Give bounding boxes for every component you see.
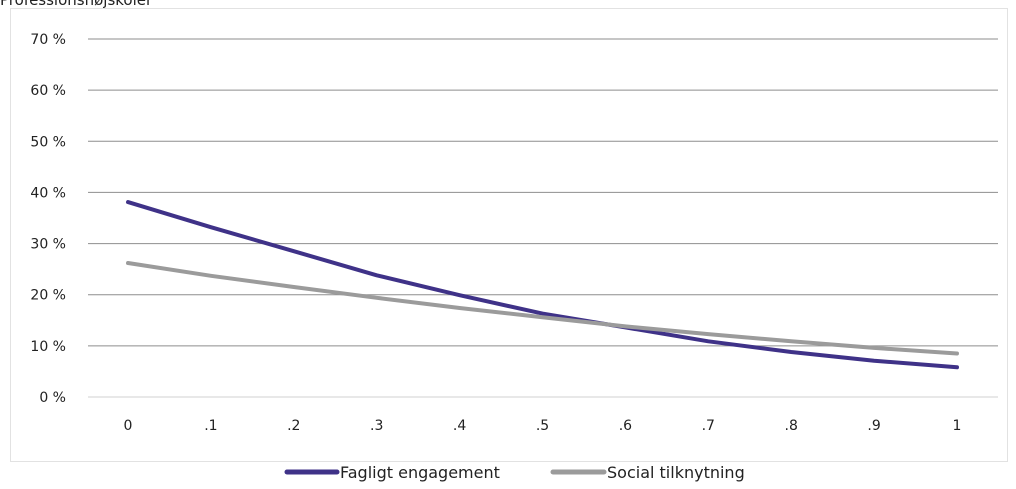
x-tick-label: .7: [702, 418, 715, 434]
legend: Fagligt engagement Social tilknytning: [284, 463, 745, 482]
page-header-fragment: Professionshøjskoler: [0, 0, 153, 9]
y-axis-ticks: 0 % 10 % 20 % 30 % 40 % 50 % 60 % 70 %: [30, 32, 66, 406]
legend-label-1: Social tilknytning: [607, 463, 745, 482]
x-tick-label: .4: [453, 418, 466, 434]
x-tick-label: .8: [785, 418, 798, 434]
x-tick-label: .2: [287, 418, 300, 434]
y-tick-label: 20 %: [30, 288, 66, 304]
x-tick-label: .5: [536, 418, 549, 434]
y-tick-label: 30 %: [30, 237, 66, 253]
x-axis-ticks: 0 .1 .2 .3 .4 .5 .6 .7 .8 .9 1: [124, 418, 962, 434]
x-tick-label: .9: [867, 418, 880, 434]
y-tick-label: 10 %: [30, 339, 66, 355]
y-tick-label: 40 %: [30, 185, 66, 201]
grid-lines: [88, 38, 998, 398]
y-tick-label: 70 %: [30, 32, 66, 48]
x-tick-label: .3: [370, 418, 383, 434]
series-line-0: [126, 200, 959, 370]
x-tick-label: .1: [204, 418, 217, 434]
y-tick-label: 60 %: [30, 83, 66, 99]
series-line-1: [126, 261, 959, 356]
legend-label-0: Fagligt engagement: [340, 463, 500, 482]
chart-frame: [10, 8, 1008, 462]
x-tick-label: 0: [124, 418, 133, 434]
x-tick-label: .6: [619, 418, 632, 434]
x-tick-label: 1: [953, 418, 962, 434]
series-lines: [126, 200, 959, 370]
y-tick-label: 0 %: [39, 390, 66, 406]
y-tick-label: 50 %: [30, 134, 66, 150]
